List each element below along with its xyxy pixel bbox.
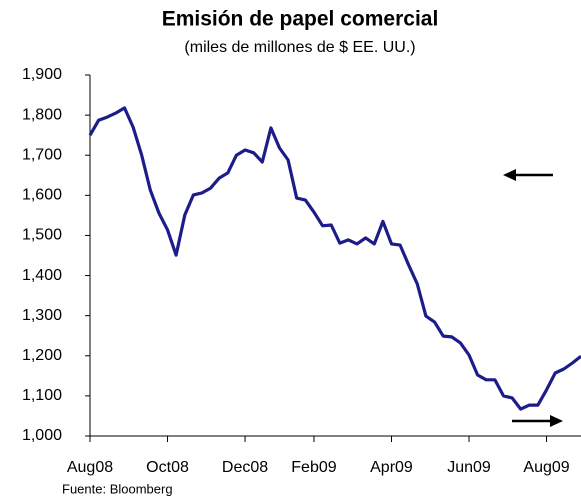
y-tick-label: 1,000 xyxy=(22,427,62,444)
source-note: Fuente: Bloomberg xyxy=(62,481,173,496)
left-arrow xyxy=(503,169,553,181)
y-tick-label: 1,800 xyxy=(22,106,62,123)
y-tick-label: 1,300 xyxy=(22,307,62,324)
y-tick-label: 1,600 xyxy=(22,187,62,204)
y-tick-label: 1,400 xyxy=(22,267,62,284)
x-tick-label: Dec08 xyxy=(222,459,268,476)
y-tick-label: 1,500 xyxy=(22,227,62,244)
y-tick-label: 1,100 xyxy=(22,387,62,404)
x-tick-label: Aug09 xyxy=(523,459,569,476)
y-tick-label: 1,700 xyxy=(22,146,62,163)
y-tick-label: 1,200 xyxy=(22,347,62,364)
x-tick-label: Jun09 xyxy=(447,459,491,476)
x-tick-label: Feb09 xyxy=(291,459,336,476)
right-arrow xyxy=(512,415,563,427)
x-tick-label: Aug08 xyxy=(67,459,113,476)
y-tick-label: 1,900 xyxy=(22,66,62,83)
data-line xyxy=(88,106,581,411)
x-tick-label: Oct08 xyxy=(146,459,189,476)
chart-subtitle: (miles de millones de $ EE. UU.) xyxy=(184,39,415,56)
chart-title: Emisión de papel comercial xyxy=(162,8,439,31)
x-tick-label: Apr09 xyxy=(370,459,413,476)
